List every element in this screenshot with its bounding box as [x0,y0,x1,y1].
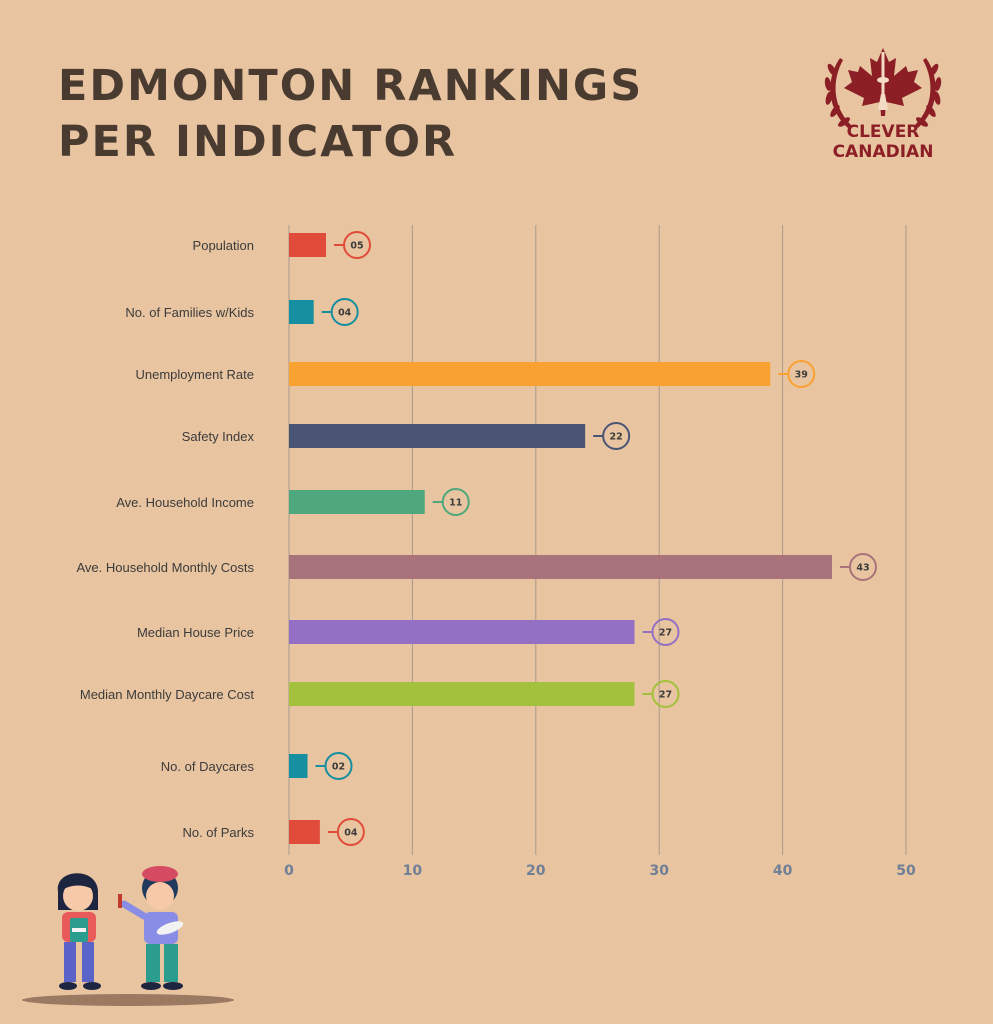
data-label: 39 [795,370,808,381]
bar [289,754,308,778]
rankings-bar-chart: 0 10 20 30 40 50 Population 05 No. of Families w… [76,225,916,879]
value-badge [602,422,631,450]
bar [289,362,771,386]
x-tick-label: 20 [526,863,546,879]
logo-line-1: CLEVER [846,122,920,142]
category-label: No. of Daycares [161,759,255,774]
bar [289,490,425,514]
x-tick-label: 0 [284,863,294,879]
value-badge [787,360,816,388]
title-line-1: EDMONTON RANKINGS [58,61,644,111]
data-label: 05 [350,241,363,252]
category-label: Safety Index [182,429,255,444]
data-label: 27 [659,690,672,701]
value-badge [441,488,470,516]
x-tick-label: 10 [403,863,423,879]
value-badge [651,680,680,708]
data-label: 04 [338,308,352,319]
category-label: Population [193,238,254,253]
value-badge [336,818,365,846]
x-tick-label: 50 [896,863,916,879]
bar [289,233,327,257]
data-label: 43 [856,563,869,574]
value-badge [324,752,353,780]
logo-line-2: CANADIAN [832,142,934,162]
maple-leaf-cn-tower-laurel-icon [824,48,942,128]
value-badge [343,231,372,259]
value-badge [330,298,359,326]
bar [289,682,635,706]
category-label: Median Monthly Daycare Cost [80,687,255,702]
data-label: 22 [610,432,623,443]
category-label: No. of Families w/Kids [125,305,254,320]
two-kids-illustration-icon [22,866,234,1006]
category-label: Unemployment Rate [136,367,255,382]
bar [289,820,320,844]
data-label: 02 [332,762,345,773]
page-title: EDMONTON RANKINGS PER INDICATOR [58,58,643,170]
data-label: 27 [659,628,672,639]
value-badge [651,618,680,646]
bar [289,300,314,324]
bar [289,555,832,579]
category-label: No. of Parks [182,825,254,840]
logo-wordmark: CLEVER CANADIAN [818,122,948,162]
data-label: 04 [344,828,358,839]
x-tick-label: 40 [773,863,793,879]
data-label: 11 [449,498,462,509]
bar [289,620,635,644]
category-label: Ave. Household Monthly Costs [76,560,254,575]
title-line-2: PER INDICATOR [58,117,458,167]
category-label: Ave. Household Income [116,495,254,510]
x-tick-label: 30 [649,863,669,879]
category-label: Median House Price [137,625,254,640]
bar [289,424,586,448]
value-badge [848,553,877,581]
